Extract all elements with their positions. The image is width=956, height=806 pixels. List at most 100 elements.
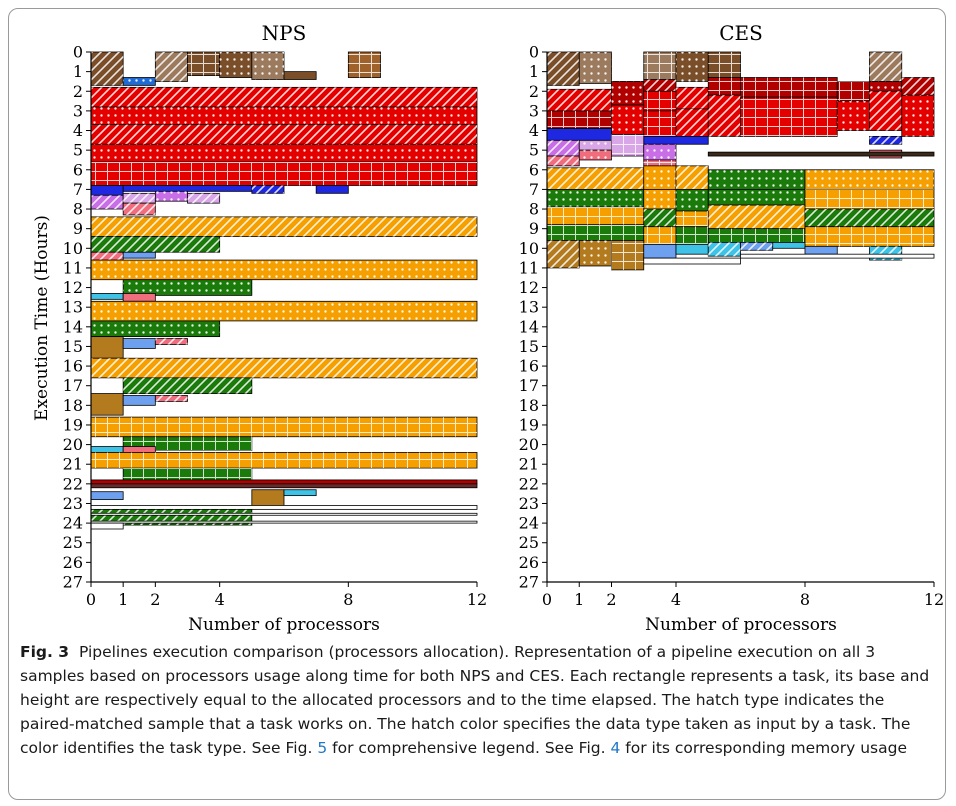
y-tick-label: 26 [519, 553, 539, 572]
y-tick-label: 2 [73, 82, 83, 101]
task-rect [122, 395, 156, 406]
task-hatch [91, 260, 477, 280]
y-tick-label: 10 [519, 239, 539, 258]
y-tick-label: 13 [519, 298, 539, 317]
task-hatch [579, 140, 612, 151]
task-hatch [251, 185, 284, 194]
task-blocks [90, 51, 478, 530]
x-tick-label: 4 [671, 590, 681, 609]
task-hatch [91, 507, 252, 526]
task-hatch [676, 108, 709, 137]
task-rect [122, 446, 156, 453]
y-tick-label: 24 [519, 514, 539, 533]
task-hatch [579, 240, 612, 266]
task-hatch [547, 224, 644, 241]
task-hatch [123, 468, 252, 480]
task-hatch [123, 203, 156, 215]
chart-nps: NPS Execution Time (Hours) Number of pro… [32, 21, 487, 635]
task-rect [90, 483, 478, 489]
task-hatch [91, 52, 124, 86]
task-hatch [805, 226, 934, 247]
task-hatch [155, 338, 188, 345]
figure-charts: NPS Execution Time (Hours) Number of pro… [32, 21, 945, 635]
task-rect [772, 242, 806, 249]
x-tick-label: 4 [215, 590, 225, 609]
y-tick-label: 4 [73, 121, 83, 140]
y-tick-label: 25 [63, 533, 83, 552]
figure-4-link[interactable]: 4 [610, 739, 621, 757]
task-hatch [708, 228, 805, 243]
x-tick-label: 1 [574, 590, 584, 609]
figure-5-link[interactable]: 5 [317, 739, 328, 757]
task-hatch [643, 144, 676, 160]
y-tick-label: 14 [63, 317, 83, 336]
task-hatch [547, 167, 644, 190]
task-hatch [708, 169, 805, 190]
task-rect [740, 253, 935, 259]
y-tick-label: 8 [73, 200, 83, 219]
task-hatch [643, 110, 676, 139]
chart-ces: CES Number of processors 012345678910111… [519, 21, 945, 635]
task-hatch [348, 52, 381, 78]
task-hatch [643, 226, 676, 245]
task-hatch [676, 226, 709, 245]
task-hatch [611, 240, 644, 270]
task-rect [122, 338, 156, 349]
y-tick-label: 9 [529, 219, 539, 238]
y-tick-label: 3 [529, 101, 539, 120]
task-hatch [676, 211, 709, 227]
y-tick-label: 11 [63, 258, 83, 277]
task-hatch [611, 105, 644, 135]
task-rect [283, 489, 317, 497]
task-hatch [869, 136, 902, 145]
task-hatch [91, 195, 124, 210]
task-hatch [805, 189, 934, 210]
y-tick-label: 21 [519, 455, 539, 474]
y-tick-label: 22 [63, 474, 83, 493]
y-tick-label: 1 [529, 62, 539, 81]
task-rect [804, 245, 838, 255]
chart-title: CES [719, 21, 763, 45]
task-hatch [91, 320, 220, 337]
task-hatch [708, 95, 741, 137]
task-hatch [91, 452, 477, 469]
task-hatch [251, 52, 284, 80]
task-rect [90, 185, 124, 196]
task-hatch [837, 101, 870, 131]
task-hatch [547, 140, 580, 157]
task-hatch [805, 209, 934, 227]
y-tick-label: 20 [519, 435, 539, 454]
task-rect [643, 257, 741, 265]
y-tick-label: 27 [519, 573, 539, 592]
task-rect [546, 128, 612, 141]
y-tick-label: 8 [529, 200, 539, 219]
task-rect [90, 505, 478, 510]
caption-text: Pipelines execution comparison (processo… [20, 643, 930, 757]
task-hatch [187, 193, 220, 204]
y-tick-label: 22 [519, 474, 539, 493]
y-tick-label: 2 [529, 82, 539, 101]
y-tick-label: 4 [529, 121, 539, 140]
y-tick-label: 6 [73, 160, 83, 179]
task-hatch [708, 189, 805, 206]
task-hatch [901, 77, 934, 96]
task-hatch [643, 189, 676, 210]
task-hatch [579, 52, 612, 84]
task-hatch [740, 77, 838, 98]
task-hatch [837, 81, 870, 102]
figure-caption: Fig. 3 Pipelines execution comparison (p… [20, 640, 940, 760]
task-hatch [91, 417, 477, 437]
task-hatch [547, 240, 580, 268]
x-tick-label: 12 [924, 590, 944, 609]
task-hatch [643, 159, 676, 166]
task-hatch [676, 87, 709, 109]
task-rect [122, 185, 253, 192]
x-tick-label: 8 [800, 590, 810, 609]
y-tick-label: 27 [63, 573, 83, 592]
task-hatch [643, 165, 676, 190]
task-hatch [91, 301, 477, 321]
task-hatch [643, 91, 676, 111]
task-hatch [869, 52, 902, 82]
task-hatch [547, 189, 644, 208]
task-hatch [708, 52, 741, 78]
